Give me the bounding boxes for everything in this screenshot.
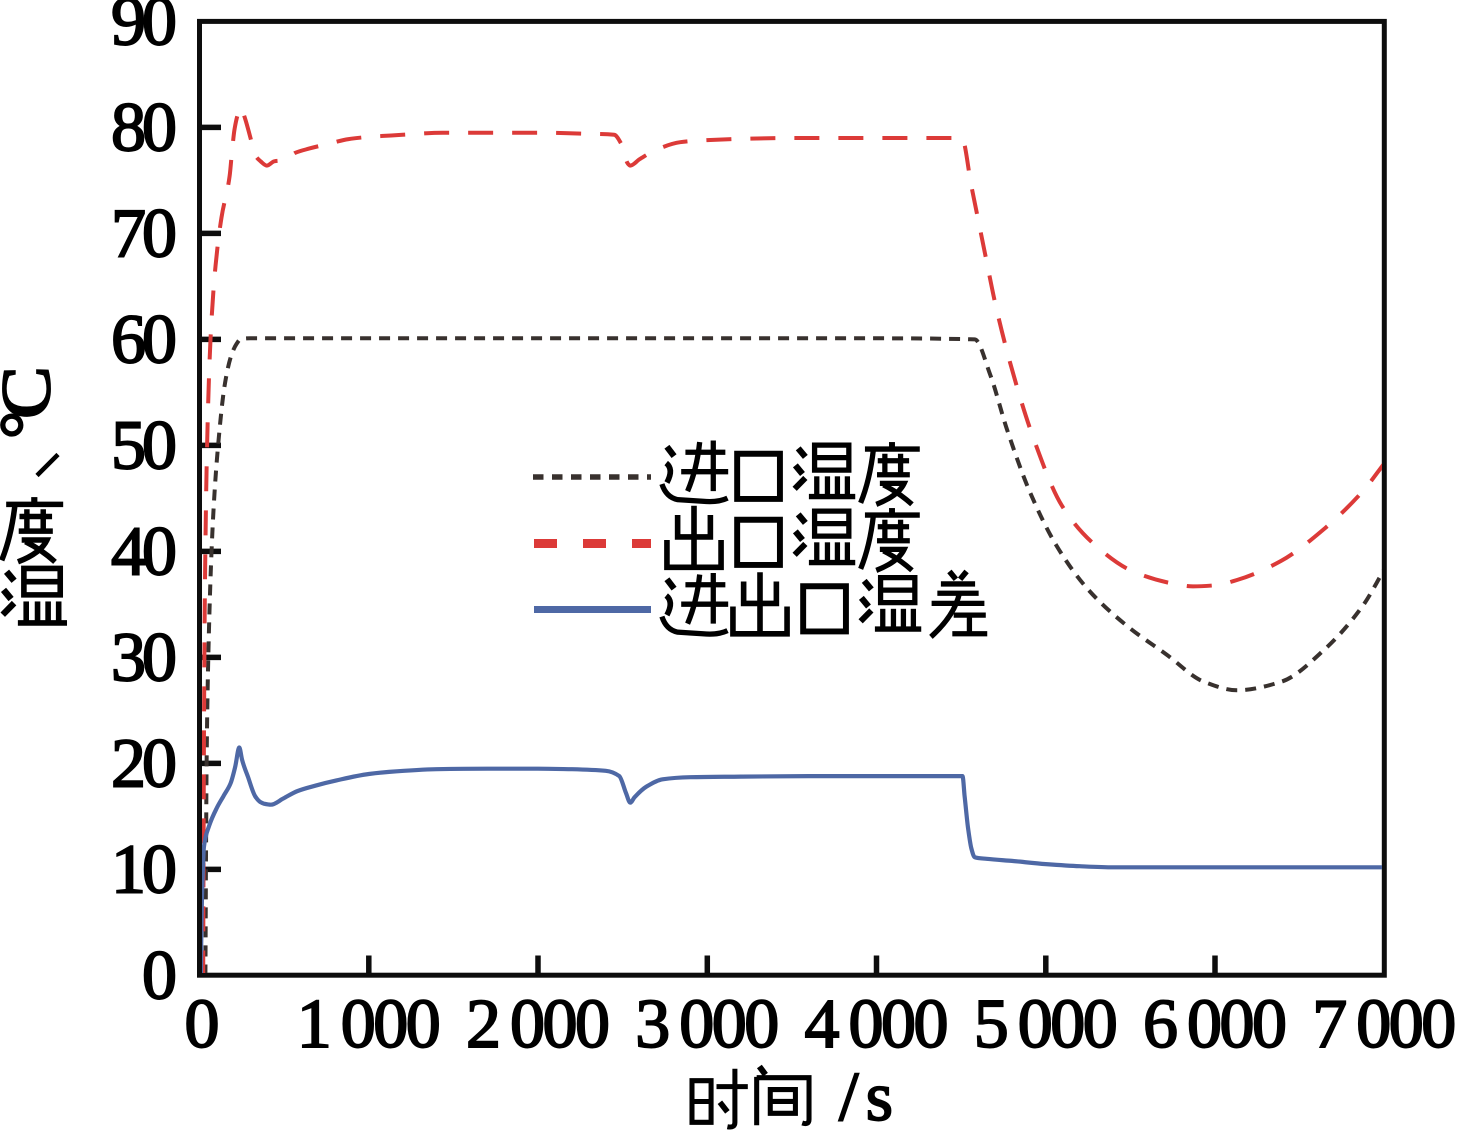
svg-text:6 000: 6 000 (1143, 986, 1287, 1063)
svg-text:5 000: 5 000 (974, 986, 1118, 1063)
svg-text:20: 20 (111, 726, 177, 803)
svg-text:90: 90 (111, 0, 177, 61)
svg-text:0: 0 (185, 986, 220, 1063)
svg-text:°: ° (0, 411, 64, 439)
svg-text:4 000: 4 000 (805, 986, 949, 1063)
svg-text:1 000: 1 000 (297, 986, 441, 1063)
svg-text:C: C (0, 366, 66, 419)
svg-text:10: 10 (111, 832, 177, 909)
svg-text:80: 80 (111, 90, 177, 167)
svg-text:2 000: 2 000 (466, 986, 610, 1063)
svg-text:30: 30 (111, 620, 177, 697)
svg-text:7 000: 7 000 (1312, 986, 1456, 1063)
svg-text:70: 70 (111, 196, 177, 273)
svg-text:/ s: / s (839, 1059, 893, 1130)
svg-text:60: 60 (111, 302, 177, 379)
svg-text:3 000: 3 000 (635, 986, 779, 1063)
svg-text:40: 40 (111, 514, 177, 591)
svg-text:0: 0 (142, 938, 177, 1015)
svg-text:50: 50 (111, 408, 177, 485)
